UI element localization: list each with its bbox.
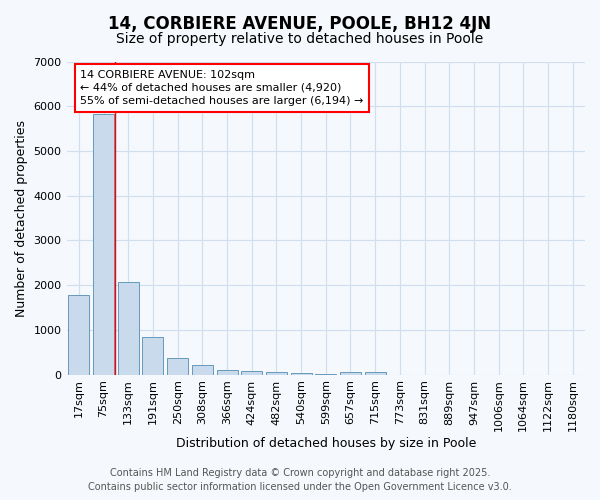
- Bar: [266, 372, 287, 374]
- Text: Size of property relative to detached houses in Poole: Size of property relative to detached ho…: [116, 32, 484, 46]
- Y-axis label: Number of detached properties: Number of detached properties: [15, 120, 28, 316]
- Text: Contains HM Land Registry data © Crown copyright and database right 2025.
Contai: Contains HM Land Registry data © Crown c…: [88, 468, 512, 492]
- Bar: [167, 358, 188, 374]
- Bar: [93, 114, 114, 374]
- Bar: [118, 282, 139, 374]
- Bar: [340, 372, 361, 374]
- Text: 14, CORBIERE AVENUE, POOLE, BH12 4JN: 14, CORBIERE AVENUE, POOLE, BH12 4JN: [109, 15, 491, 33]
- Bar: [241, 371, 262, 374]
- X-axis label: Distribution of detached houses by size in Poole: Distribution of detached houses by size …: [176, 437, 476, 450]
- Bar: [192, 364, 213, 374]
- Bar: [68, 295, 89, 374]
- Bar: [290, 373, 311, 374]
- Bar: [142, 338, 163, 374]
- Text: 14 CORBIERE AVENUE: 102sqm
← 44% of detached houses are smaller (4,920)
55% of s: 14 CORBIERE AVENUE: 102sqm ← 44% of deta…: [80, 70, 364, 106]
- Bar: [217, 370, 238, 374]
- Bar: [365, 372, 386, 374]
